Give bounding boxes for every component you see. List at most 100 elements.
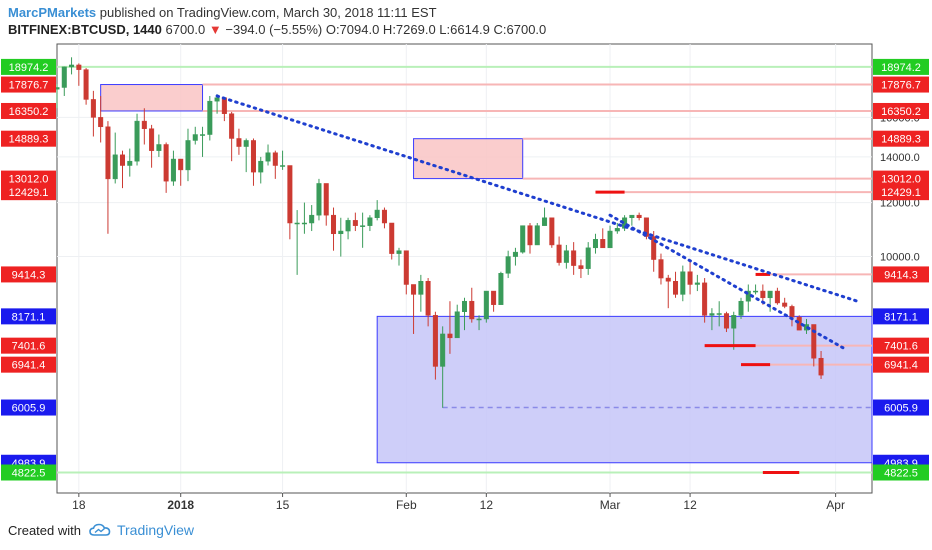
candle-body xyxy=(418,280,424,295)
price-label-left-text: 9414.3 xyxy=(12,269,46,281)
symbol-label[interactable]: BITFINEX:BTCUSD, 1440 xyxy=(8,22,162,37)
candle-body xyxy=(673,280,679,295)
candle-body xyxy=(301,222,307,225)
price-label-right xyxy=(873,337,929,354)
candle-body xyxy=(236,138,242,147)
candle-body xyxy=(534,225,540,246)
candle-body xyxy=(192,134,198,141)
y-tick-label: 14000.0 xyxy=(880,152,920,164)
x-tick-label: Mar xyxy=(600,498,621,512)
price-label-left-text: 12429.1 xyxy=(9,187,49,199)
candle-body xyxy=(272,152,278,166)
price-label-right-text: 17876.7 xyxy=(881,80,921,92)
price-label-left xyxy=(1,76,56,93)
candle-body xyxy=(98,117,104,128)
candle-body xyxy=(112,154,118,180)
price-label-left-text: 14889.3 xyxy=(9,134,49,146)
candle-body xyxy=(651,236,657,260)
candle-body xyxy=(723,313,729,329)
candle-body xyxy=(753,290,759,293)
candle-body xyxy=(323,183,329,216)
candle-body xyxy=(491,290,497,305)
candle-body xyxy=(571,250,577,266)
candle-body xyxy=(549,217,555,246)
candle-body xyxy=(454,311,460,339)
candle-body xyxy=(134,120,140,162)
candle-body xyxy=(149,128,155,151)
x-tick-label: 12 xyxy=(683,498,697,512)
price-label-left xyxy=(1,337,56,354)
candle-body xyxy=(811,324,817,359)
price-label-left-text: 4822.5 xyxy=(12,468,46,480)
price-label-left xyxy=(1,464,56,481)
price-label-right-text: 9414.3 xyxy=(884,269,918,281)
ohlc-values: O:7094.0 H:7269.0 L:6614.9 C:6700.0 xyxy=(325,22,547,37)
candle-body xyxy=(411,284,417,295)
candle-body xyxy=(774,290,780,304)
price-label-right xyxy=(873,464,929,481)
candle-body xyxy=(309,214,315,224)
candle-body xyxy=(585,247,591,269)
candle-body xyxy=(796,316,802,331)
price-label-left-text: 7401.6 xyxy=(12,341,46,353)
last-price: 6700.0 xyxy=(161,22,209,37)
candle-body xyxy=(447,333,453,339)
price-label-right xyxy=(873,130,929,147)
footer: Created with TradingView xyxy=(8,522,194,538)
price-label-left-text: 6005.9 xyxy=(12,403,46,415)
price-label-left xyxy=(1,184,56,201)
candle-body xyxy=(345,220,351,232)
candle-body xyxy=(119,154,125,166)
candle-body xyxy=(331,214,337,235)
candle-body xyxy=(782,302,788,307)
price-label-left-text: 8171.1 xyxy=(12,311,46,323)
price-label-left xyxy=(1,266,56,283)
candle-body xyxy=(614,228,620,232)
candle-body xyxy=(381,209,387,224)
candle-body xyxy=(702,282,708,316)
candle-body xyxy=(156,144,162,151)
candle-body xyxy=(178,158,184,171)
price-label-right xyxy=(873,266,929,283)
x-tick-label: 12 xyxy=(480,498,494,512)
author-link[interactable]: MarcPMarkets xyxy=(8,5,97,20)
candle-body xyxy=(789,306,795,318)
candle-body xyxy=(389,222,395,254)
candle-body xyxy=(403,250,409,285)
publish-line: MarcPMarkets published on TradingView.co… xyxy=(8,4,546,21)
candle-body xyxy=(294,222,300,225)
price-label-right xyxy=(873,308,929,325)
trendline xyxy=(608,213,845,350)
candle-body xyxy=(61,66,67,88)
tradingview-link[interactable]: TradingView xyxy=(89,522,194,538)
candle-body xyxy=(767,290,773,299)
candle-body xyxy=(360,225,366,227)
candle-body xyxy=(556,244,562,263)
candle-body xyxy=(483,290,489,320)
price-label-left-text: 13012.0 xyxy=(9,174,49,186)
candle-body xyxy=(185,140,191,171)
price-label-right-text: 6005.9 xyxy=(884,403,918,415)
x-tick-label: 15 xyxy=(276,498,290,512)
price-label-right-text: 6941.4 xyxy=(884,360,918,372)
candle-body xyxy=(687,271,693,285)
candle-body xyxy=(69,64,75,68)
candle-body xyxy=(250,140,256,173)
candle-body xyxy=(258,160,264,173)
candle-body xyxy=(229,113,235,139)
candle-body xyxy=(512,251,518,257)
candle-body xyxy=(520,225,526,253)
candle-body xyxy=(170,158,176,182)
candle-body xyxy=(352,220,358,226)
price-label-left xyxy=(1,58,56,75)
candle-body xyxy=(287,165,293,224)
candle-body xyxy=(563,250,569,263)
resistance-zone xyxy=(100,84,204,112)
price-label-left-text: 16350.2 xyxy=(9,106,49,118)
candle-body xyxy=(476,318,482,321)
down-arrow-icon: ▼ xyxy=(208,22,222,37)
candle-body xyxy=(163,144,169,182)
candle-body xyxy=(592,239,598,249)
candle-body xyxy=(76,64,82,70)
